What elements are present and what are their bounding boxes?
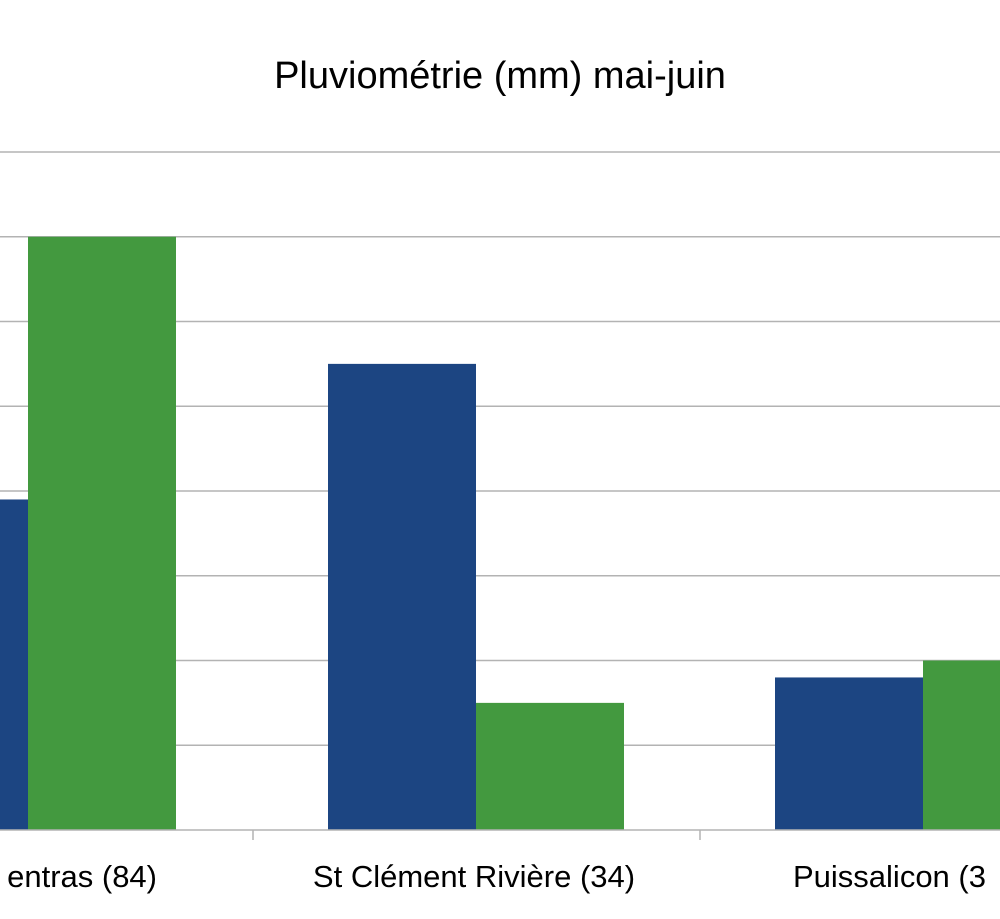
bar-series-2-category-1	[28, 236, 176, 830]
bar-series-2-category-3	[923, 660, 1000, 830]
category-label: St Clément Rivière (34)	[313, 859, 635, 894]
category-label: Puissalicon (3	[793, 859, 986, 894]
bar-series-1-category-2	[328, 363, 476, 830]
chart-title: Pluviométrie (mm) mai-juin	[274, 55, 726, 97]
bar-series-1-category-1	[0, 499, 28, 830]
bars	[0, 236, 1000, 830]
x-axis	[0, 829, 1000, 840]
bar-series-1-category-3	[775, 677, 923, 830]
bar-series-2-category-2	[476, 702, 624, 830]
category-labels: entras (84) St Clément Rivière (34) Puissa…	[7, 859, 986, 894]
category-label: entras (84)	[7, 859, 157, 894]
